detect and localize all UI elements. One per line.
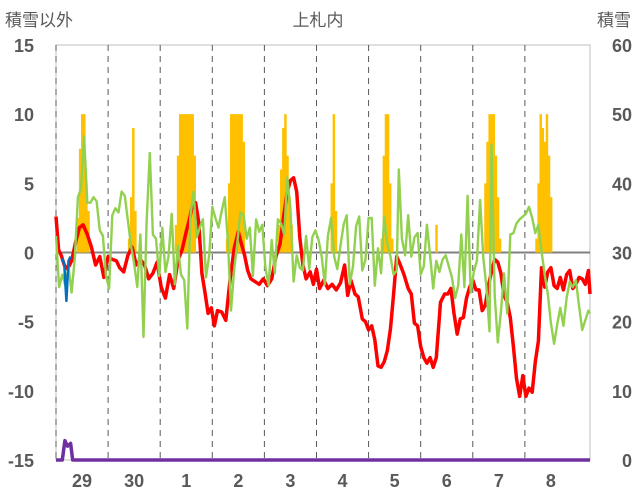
- snow-bar: [85, 183, 88, 253]
- left-tick-label: -10: [8, 382, 34, 402]
- snow-bar: [541, 128, 545, 253]
- snow-bar: [492, 114, 496, 253]
- x-tick-label: 8: [546, 471, 556, 491]
- left-axis-ticks: -15 -10 -5 0 5 10 15: [8, 36, 34, 471]
- snow-bar: [232, 114, 235, 253]
- right-axis-label: 積雪: [597, 11, 631, 31]
- x-tick-label: 7: [494, 471, 504, 491]
- snow-bar: [187, 114, 190, 253]
- snow-bar: [176, 155, 180, 253]
- snow-bar: [535, 238, 538, 253]
- snow-bar: [545, 114, 549, 253]
- snow-bar: [384, 114, 388, 253]
- snow-bar: [494, 155, 498, 253]
- right-tick-label: 10: [612, 382, 632, 402]
- snow-bar: [282, 128, 285, 253]
- snow-bar: [284, 114, 287, 253]
- left-tick-label: 15: [14, 36, 34, 56]
- x-tick-label: 4: [338, 471, 348, 491]
- x-axis-ticks: 29 30 1 2 3 4 5 6 7 8: [72, 471, 556, 491]
- snow-bar: [488, 114, 491, 253]
- snow-bar: [280, 169, 283, 253]
- right-tick-label: 30: [612, 244, 632, 264]
- snow-bar: [174, 224, 178, 253]
- x-tick-label: 29: [72, 471, 92, 491]
- snow-bar: [183, 114, 186, 253]
- snow-bar: [87, 211, 90, 253]
- right-tick-label: 20: [612, 313, 632, 333]
- right-tick-label: 0: [622, 451, 632, 471]
- x-tick-label: 3: [285, 471, 295, 491]
- left-tick-label: 5: [24, 174, 34, 194]
- snow-bar: [230, 114, 233, 253]
- snow-bar: [181, 114, 184, 253]
- snow-bar: [486, 141, 489, 253]
- snow-bar: [332, 114, 336, 253]
- snow-bar: [191, 114, 194, 253]
- snow-bar: [286, 155, 289, 253]
- left-tick-label: -15: [8, 451, 34, 471]
- snow-bar: [132, 128, 135, 253]
- snow-bar: [185, 114, 188, 253]
- series-line: [54, 135, 592, 345]
- snow-bar: [240, 114, 243, 253]
- snow-bar: [537, 183, 540, 253]
- right-tick-label: 60: [612, 36, 632, 56]
- snow-bar: [496, 197, 500, 253]
- snow-bar: [189, 114, 192, 253]
- snow-bar: [386, 114, 390, 253]
- snow-bar: [236, 114, 239, 253]
- snow-bar: [78, 148, 82, 253]
- snow-bar: [288, 197, 291, 253]
- x-tick-label: 30: [124, 471, 144, 491]
- snow-bar: [539, 114, 542, 253]
- series-lines: [54, 135, 592, 462]
- snow-bar: [127, 238, 131, 253]
- left-tick-label: -5: [18, 313, 34, 333]
- snow-bar: [129, 197, 133, 253]
- snow-bar: [242, 141, 245, 253]
- series-line: [54, 176, 592, 399]
- snow-bar: [549, 197, 553, 253]
- snow-depth-bars: [76, 114, 553, 253]
- snow-bar: [178, 114, 182, 253]
- x-tick-label: 5: [390, 471, 400, 491]
- series-line: [56, 438, 590, 462]
- snow-bar: [134, 211, 137, 253]
- snow-bar: [543, 141, 547, 253]
- right-axis-ticks: 0 10 20 30 40 50 60: [612, 36, 632, 471]
- x-tick-label: 1: [181, 471, 191, 491]
- series-line: [61, 256, 72, 303]
- snow-bar: [484, 183, 487, 253]
- left-axis-label: 積雪以外: [5, 11, 73, 31]
- snow-bar: [238, 114, 241, 253]
- left-tick-label: 10: [14, 105, 34, 125]
- snow-bar: [390, 238, 394, 253]
- snow-bar: [334, 211, 338, 253]
- snow-bar: [83, 114, 86, 253]
- snow-bar: [547, 155, 551, 253]
- snow-bar: [234, 114, 237, 253]
- snow-bar: [227, 183, 231, 253]
- snow-bar: [382, 155, 386, 253]
- chart-title: 上札内: [293, 11, 344, 31]
- snow-bar: [388, 183, 392, 253]
- snow-bar: [498, 238, 502, 253]
- x-tick-label: 6: [442, 471, 452, 491]
- left-tick-label: 0: [24, 244, 34, 264]
- right-tick-label: 50: [612, 105, 632, 125]
- right-tick-label: 40: [612, 174, 632, 194]
- snow-bar: [435, 224, 438, 253]
- x-tick-label: 2: [233, 471, 243, 491]
